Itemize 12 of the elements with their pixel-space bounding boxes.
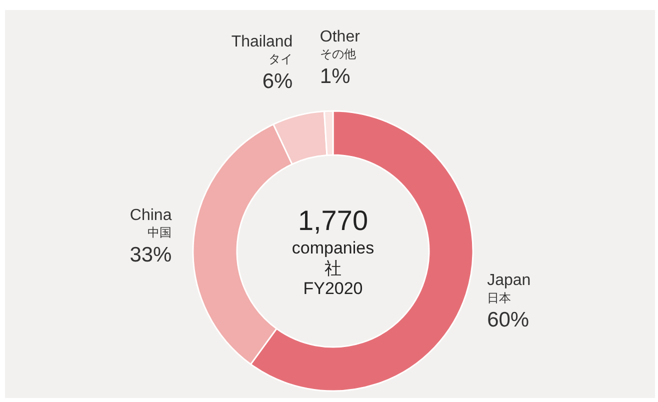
text: 1,770 bbox=[298, 205, 368, 236]
data-label: 1% bbox=[320, 64, 350, 88]
text: FY2020 bbox=[303, 279, 363, 298]
text: 社 bbox=[324, 258, 342, 278]
slice-label: China 中国 bbox=[130, 206, 172, 240]
slice-label: Thailand タイ bbox=[231, 33, 293, 66]
data-label: 60% bbox=[487, 308, 530, 332]
slice-label: Other その他 bbox=[320, 28, 361, 62]
data-label: 6% bbox=[262, 70, 293, 93]
data-label: 33% bbox=[130, 243, 172, 266]
slice-label: Japan 日本 bbox=[487, 272, 531, 306]
text: companies bbox=[292, 238, 374, 258]
